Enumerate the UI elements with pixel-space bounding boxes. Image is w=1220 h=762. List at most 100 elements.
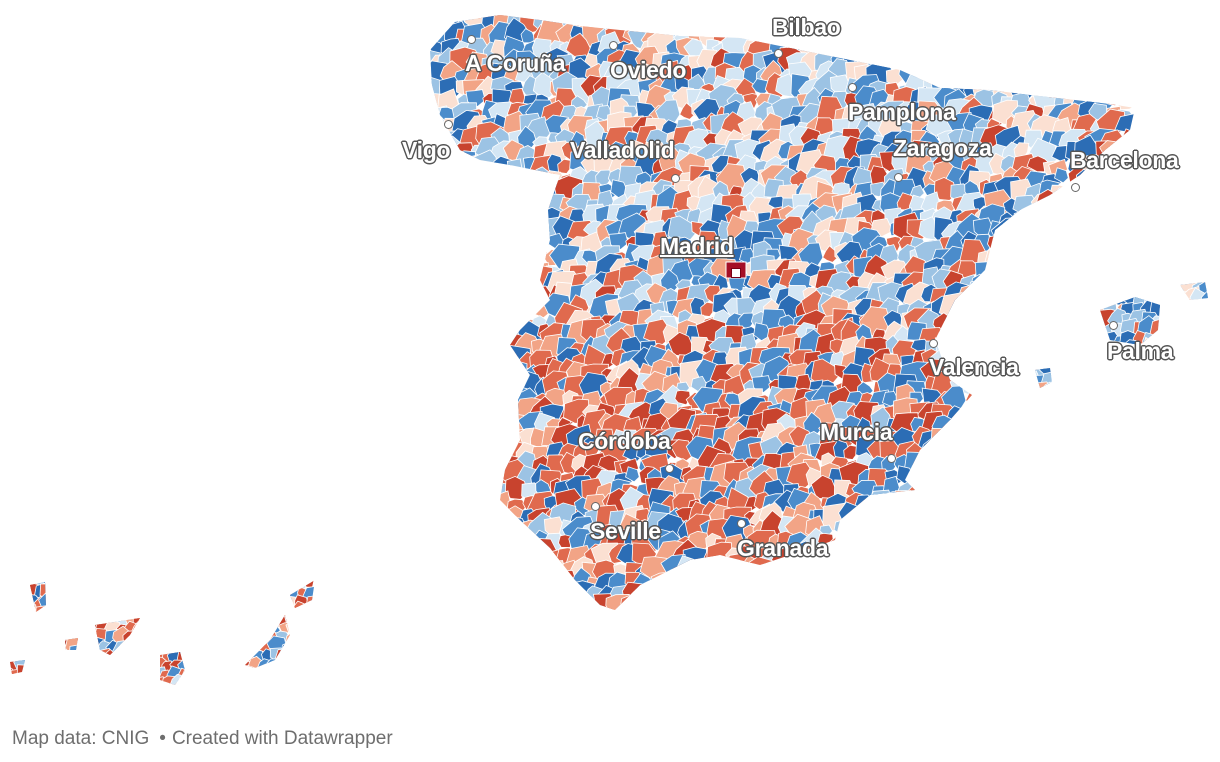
municipality-cell [23, 630, 38, 648]
municipality-cell [675, 15, 696, 32]
municipality-cell [441, 480, 459, 497]
municipality-cell [809, 582, 830, 603]
municipality-cell [502, 567, 526, 590]
municipality-cell [24, 622, 36, 637]
municipality-cell [1062, 501, 1095, 532]
municipality-cell [904, 550, 935, 584]
municipality-cell [1102, 182, 1120, 203]
municipality-cell [1100, 15, 1122, 22]
municipality-cell [1000, 61, 1020, 82]
municipality-cell [886, 522, 905, 538]
municipality-cell [161, 580, 172, 585]
municipality-cell [873, 579, 906, 609]
municipality-cell [500, 586, 534, 609]
municipality-cell [1067, 321, 1092, 340]
municipality-cell [1006, 479, 1036, 505]
municipality-cell [475, 166, 499, 188]
municipality-cell [1079, 378, 1101, 400]
municipality-cell [430, 547, 447, 566]
municipality-cell [210, 604, 233, 623]
municipality-cell [205, 639, 220, 654]
municipality-cell [1029, 59, 1065, 86]
municipality-cell [1060, 348, 1082, 369]
municipality-cell [464, 428, 487, 453]
municipality-cell [1117, 468, 1135, 484]
municipality-cell [76, 580, 94, 582]
municipality-cell [485, 538, 518, 567]
municipality-cell [76, 647, 95, 663]
municipality-cell [909, 528, 932, 553]
municipality-cell [438, 261, 458, 280]
municipality-cell [1072, 349, 1099, 376]
municipality-cell [875, 36, 907, 67]
municipality-cell [880, 538, 915, 571]
map-svg [10, 15, 1208, 685]
municipality-cell [437, 321, 467, 355]
municipality-cell [1035, 291, 1037, 307]
municipality-cell [47, 619, 70, 639]
municipality-cell [1135, 375, 1149, 388]
municipality-cell [579, 15, 615, 27]
datawrapper-credit[interactable]: Created with Datawrapper [171, 728, 393, 749]
municipality-cell [430, 280, 444, 312]
municipality-cell [10, 623, 23, 634]
municipality-cell [273, 583, 294, 606]
municipality-cell [183, 656, 201, 672]
municipality-cell [937, 441, 959, 467]
municipality-cell [519, 229, 540, 253]
municipality-cell [1104, 15, 1128, 37]
municipality-cell [865, 564, 895, 595]
municipality-cell [896, 537, 918, 555]
municipality-cell [958, 466, 990, 495]
municipality-cell [122, 630, 139, 647]
municipality-cell [1080, 283, 1100, 303]
municipality-cell [453, 441, 479, 463]
municipality-cell [497, 538, 514, 555]
municipality-cell [1010, 262, 1033, 286]
municipality-cell [225, 644, 248, 664]
municipality-cell [1040, 386, 1064, 412]
municipality-cell [885, 15, 904, 33]
municipality-cell [1045, 15, 1079, 49]
municipality-cell [1173, 380, 1202, 388]
municipality-cell [489, 179, 517, 207]
municipality-cell [837, 567, 866, 595]
municipality-cell [1035, 377, 1038, 388]
municipality-cell [1106, 581, 1135, 610]
municipality-cell [1035, 341, 1053, 361]
municipality-cell [178, 580, 192, 582]
municipality-cell [998, 257, 1027, 284]
municipality-cell [971, 46, 996, 68]
municipality-cell [492, 417, 516, 439]
municipality-cell [1019, 515, 1049, 541]
municipality-cell [197, 630, 211, 644]
municipality-cell [455, 392, 473, 412]
municipality-cell [472, 570, 502, 601]
municipality-cell [1108, 369, 1127, 388]
municipality-cell [1087, 401, 1111, 429]
municipality-cell [1092, 363, 1108, 381]
municipality-cell [52, 657, 66, 673]
municipality-cell [128, 580, 150, 592]
municipality-cell [1024, 205, 1052, 237]
municipality-cell [856, 24, 888, 50]
municipality-cell [148, 639, 168, 658]
municipality-cell [661, 570, 679, 590]
municipality-cell [835, 529, 867, 560]
municipality-cell [202, 671, 222, 685]
municipality-cell [548, 599, 568, 610]
municipality-cell [930, 427, 958, 456]
municipality-cell [1116, 546, 1135, 568]
municipality-cell [123, 664, 140, 682]
municipality-cell [944, 601, 965, 610]
municipality-cell [1021, 294, 1047, 318]
municipality-cell [965, 22, 995, 51]
municipality-cell [79, 675, 94, 685]
municipality-cell [1035, 332, 1049, 345]
municipality-cell [1076, 15, 1095, 19]
municipality-cell [436, 192, 464, 217]
municipality-cell [437, 266, 470, 299]
municipality-cell [430, 299, 437, 319]
municipality-cell [248, 667, 266, 685]
municipality-cell [1008, 385, 1036, 408]
